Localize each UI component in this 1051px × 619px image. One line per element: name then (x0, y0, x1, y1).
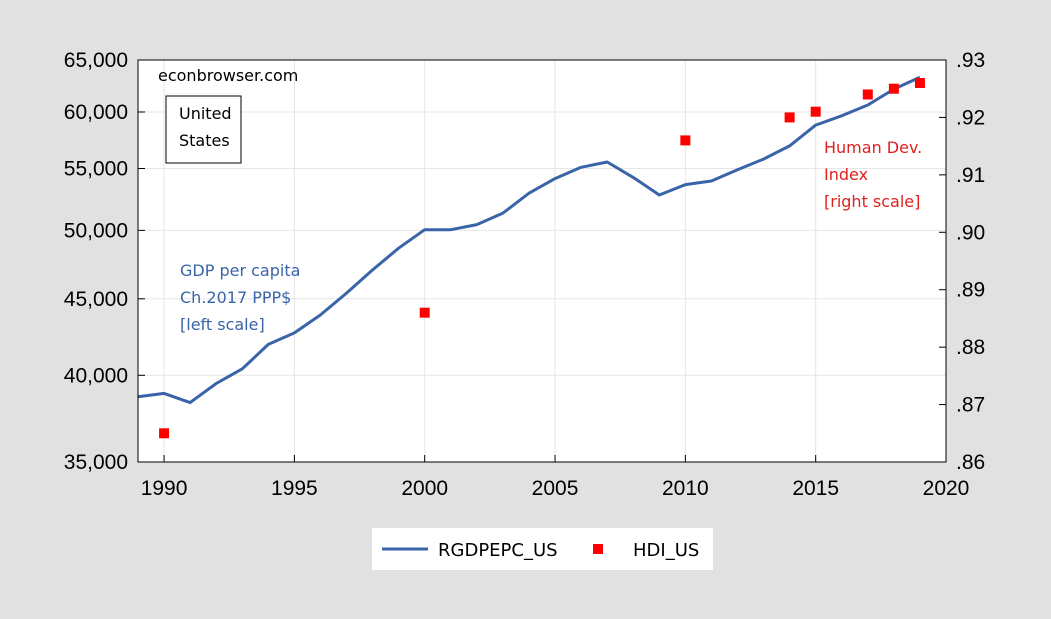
hdi-point (810, 106, 821, 117)
plot-frame (137, 59, 947, 463)
legend: RGDPEPC_US HDI_US (372, 528, 713, 570)
left-tick-label: 60,000 (64, 101, 128, 124)
hdi-label-line3: [right scale] (824, 192, 920, 211)
hdi-point (680, 135, 691, 146)
legend-label-gdp: RGDPEPC_US (438, 540, 558, 561)
legend-point-swatch (593, 544, 603, 554)
right-tick-label: .88 (956, 336, 985, 359)
right-tick-label: .92 (956, 106, 985, 129)
x-tick-label: 1990 (141, 477, 188, 500)
hdi-label-line1: Human Dev. (824, 138, 922, 157)
x-tick-label: 2005 (532, 477, 579, 500)
x-tick-label: 2010 (662, 477, 709, 500)
legend-label-hdi: HDI_US (633, 540, 699, 561)
hdi-point (419, 307, 430, 318)
hdi-series (159, 77, 925, 439)
x-tick-label: 2000 (401, 477, 448, 500)
x-tick-label: 2020 (923, 477, 970, 500)
left-tick-label: 45,000 (64, 288, 128, 311)
x-tick-label: 1995 (271, 477, 318, 500)
left-tick-label: 50,000 (64, 219, 128, 242)
x-axis: 1990 1995 2000 2005 2010 2015 2020 (141, 455, 970, 500)
hdi-point (159, 428, 170, 439)
country-box (165, 95, 242, 164)
x-tick-label: 2015 (792, 477, 839, 500)
country-label-line1: United (179, 104, 232, 123)
gdp-line (137, 75, 921, 405)
right-tick-label: .86 (956, 451, 985, 474)
hdi-point (914, 77, 925, 88)
left-axis: 35,000 40,000 45,000 50,000 55,000 60,000 65,0… (64, 49, 145, 474)
hdi-label-line2: Index (824, 165, 868, 184)
right-tick-label: .93 (956, 49, 985, 72)
left-tick-label: 65,000 (64, 49, 128, 72)
right-axis: .86 .87 .88 .89 .90 .91 .92 .93 (939, 49, 985, 474)
right-tick-label: .91 (956, 164, 985, 187)
gdp-label-line1: GDP per capita (180, 261, 300, 280)
gdp-label-line2: Ch.2017 PPP$ (180, 288, 291, 307)
left-tick-label: 35,000 (64, 451, 128, 474)
gdp-series (137, 75, 921, 405)
gdp-label-line3: [left scale] (180, 315, 265, 334)
hdi-point (888, 83, 899, 94)
right-tick-label: .87 (956, 394, 985, 417)
hdi-point (784, 112, 795, 123)
hdi-point (862, 89, 873, 100)
right-tick-label: .90 (956, 221, 985, 244)
source-label: econbrowser.com (158, 66, 298, 85)
country-label-line2: States (179, 131, 230, 150)
left-tick-label: 55,000 (64, 157, 128, 180)
left-tick-label: 40,000 (64, 364, 128, 387)
legend-box (372, 528, 713, 570)
right-tick-label: .89 (956, 279, 985, 302)
